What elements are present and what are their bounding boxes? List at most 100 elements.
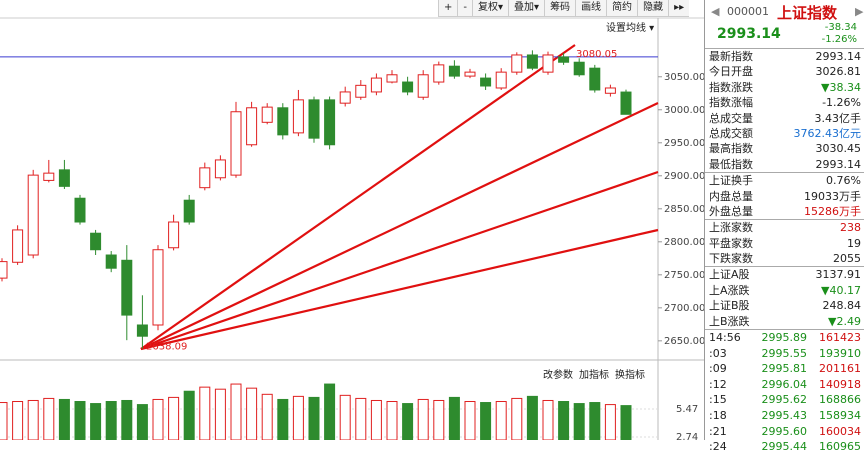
candle-body bbox=[0, 261, 8, 279]
volume-bar bbox=[495, 401, 507, 440]
stat-row: 最低指数 2993.14 bbox=[705, 157, 864, 172]
candle-body bbox=[214, 159, 226, 179]
toolbar-button[interactable]: + bbox=[438, 0, 458, 16]
indicator-buttons: 改参数 加指标 换指标 bbox=[543, 366, 645, 381]
toolbar-button[interactable]: 筹码 bbox=[544, 0, 576, 16]
stat-group: 上涨家数 238 平盘家数 19 下跌家数 2055 bbox=[705, 220, 864, 268]
stat-row: 上B涨跌 ▼2.49 bbox=[705, 314, 864, 329]
volume-bar bbox=[604, 404, 616, 440]
tick-volume: 160965 bbox=[819, 440, 861, 454]
tick-time: :15 bbox=[709, 393, 727, 407]
tick-time: :09 bbox=[709, 362, 727, 376]
tick-row: :12 2996.04 140918 bbox=[705, 377, 864, 393]
volume-bar bbox=[433, 399, 445, 440]
stat-row: 总成交量 3.43亿手 bbox=[705, 111, 864, 126]
candle-body bbox=[573, 61, 585, 76]
y-tick-label: 3050.00 bbox=[664, 72, 704, 83]
stat-label: 上B涨跌 bbox=[709, 314, 750, 328]
tick-volume: 168866 bbox=[819, 393, 861, 407]
stat-label: 最高指数 bbox=[709, 142, 753, 156]
stat-label: 内盘总量 bbox=[709, 189, 753, 203]
nav[interactable]: ◀ bbox=[711, 5, 720, 18]
stat-label: 今日开盘 bbox=[709, 65, 753, 79]
candle-body bbox=[480, 77, 492, 87]
candle-body bbox=[526, 54, 538, 69]
indicator-button[interactable]: 加指标 bbox=[579, 370, 609, 381]
toolbar-button[interactable]: ▸▸ bbox=[668, 0, 690, 16]
candle-body bbox=[464, 71, 476, 77]
volume-bar bbox=[464, 401, 476, 440]
volume-bar bbox=[136, 404, 148, 440]
indicator-button[interactable]: 改参数 bbox=[543, 370, 573, 381]
volume-bar bbox=[308, 396, 320, 440]
stat-value: 2055 bbox=[833, 252, 861, 266]
toolbar-button[interactable]: - bbox=[457, 0, 472, 16]
candle-body bbox=[370, 77, 382, 93]
stat-label: 指数涨跌 bbox=[709, 80, 753, 94]
volume-bar bbox=[168, 396, 180, 440]
volume-bar bbox=[90, 403, 102, 440]
toolbar-button[interactable]: 隐藏 bbox=[637, 0, 669, 16]
toolbar-button[interactable]: 画线 bbox=[575, 0, 607, 16]
stat-value: 3762.43亿元 bbox=[793, 126, 862, 140]
volume-bar bbox=[261, 393, 273, 440]
stat-value: ▼38.34 bbox=[821, 80, 861, 94]
quote-header: ◀ 000001 上证指数 ▶ 2993.14 -38.34 -1.26% bbox=[705, 0, 864, 49]
stat-label: 平盘家数 bbox=[709, 236, 753, 250]
candle-body bbox=[261, 106, 273, 123]
volume-bar bbox=[417, 398, 429, 440]
y-tick-label: 2950.00 bbox=[664, 138, 704, 149]
stat-group: 上证A股 3137.91 上A涨跌 ▼40.17 上证B股 248.84 上B涨跌 ▼2.49 bbox=[705, 267, 864, 331]
y-tick-label: 5.47 bbox=[676, 404, 698, 415]
stat-row: 上证A股 3137.91 bbox=[705, 267, 864, 282]
toolbar-button[interactable]: 简约 bbox=[606, 0, 638, 16]
candle-body bbox=[121, 259, 133, 316]
toolbar-button[interactable]: 叠加▾ bbox=[508, 0, 545, 16]
trend-lines bbox=[140, 44, 659, 351]
tick-time: :03 bbox=[709, 346, 727, 360]
candle-body bbox=[339, 91, 351, 104]
candle-body bbox=[230, 111, 242, 176]
volume-bar bbox=[339, 394, 351, 440]
volume-bar bbox=[214, 388, 226, 440]
stat-label: 上涨家数 bbox=[709, 221, 753, 235]
stat-row: 上A涨跌 ▼40.17 bbox=[705, 283, 864, 298]
code: 000001 bbox=[727, 5, 769, 18]
tick-row: :24 2995.44 160965 bbox=[705, 439, 864, 455]
candle-body bbox=[199, 167, 211, 189]
candle-body bbox=[58, 169, 70, 187]
stat-row: 下跌家数 2055 bbox=[705, 251, 864, 266]
stat-value: -1.26% bbox=[822, 96, 861, 110]
tick-volume: 201161 bbox=[819, 362, 861, 376]
volume-bar bbox=[589, 402, 601, 440]
stat-value: 248.84 bbox=[822, 299, 862, 313]
volume-bar bbox=[355, 397, 367, 440]
stat-value: 3026.81 bbox=[815, 65, 862, 79]
y-tick-label: 3000.00 bbox=[664, 105, 704, 116]
candle-body bbox=[105, 254, 117, 269]
indicator-button[interactable]: 换指标 bbox=[615, 370, 645, 381]
ma-setting[interactable]: 设置均线 ▾ bbox=[606, 23, 655, 34]
stat-row: 最新指数 2993.14 bbox=[705, 49, 864, 64]
volume-bar bbox=[573, 403, 585, 440]
tick-time: :12 bbox=[709, 377, 727, 391]
nav[interactable]: ▶ bbox=[855, 5, 864, 18]
volume-bar bbox=[58, 398, 70, 440]
volume-bar bbox=[526, 395, 538, 440]
stat-value: 3030.45 bbox=[815, 142, 862, 156]
tick-row: :18 2995.43 158934 bbox=[705, 408, 864, 424]
low-label: 2638.09 bbox=[146, 342, 187, 353]
candle-body bbox=[386, 74, 398, 83]
tick-price: 2995.44 bbox=[761, 440, 808, 454]
y-tick-label: 2700.00 bbox=[664, 303, 704, 314]
toolbar-button[interactable]: 复权▾ bbox=[472, 0, 509, 16]
tick-price: 2995.55 bbox=[761, 346, 808, 360]
stat-row: 最高指数 3030.45 bbox=[705, 141, 864, 156]
candle-body bbox=[495, 71, 507, 89]
candle-body bbox=[542, 54, 554, 73]
price: 2993.14 bbox=[717, 26, 781, 42]
volume-bar bbox=[27, 399, 39, 440]
volume-bar bbox=[511, 397, 523, 440]
candle-body bbox=[292, 99, 304, 134]
candle-body bbox=[136, 324, 148, 337]
